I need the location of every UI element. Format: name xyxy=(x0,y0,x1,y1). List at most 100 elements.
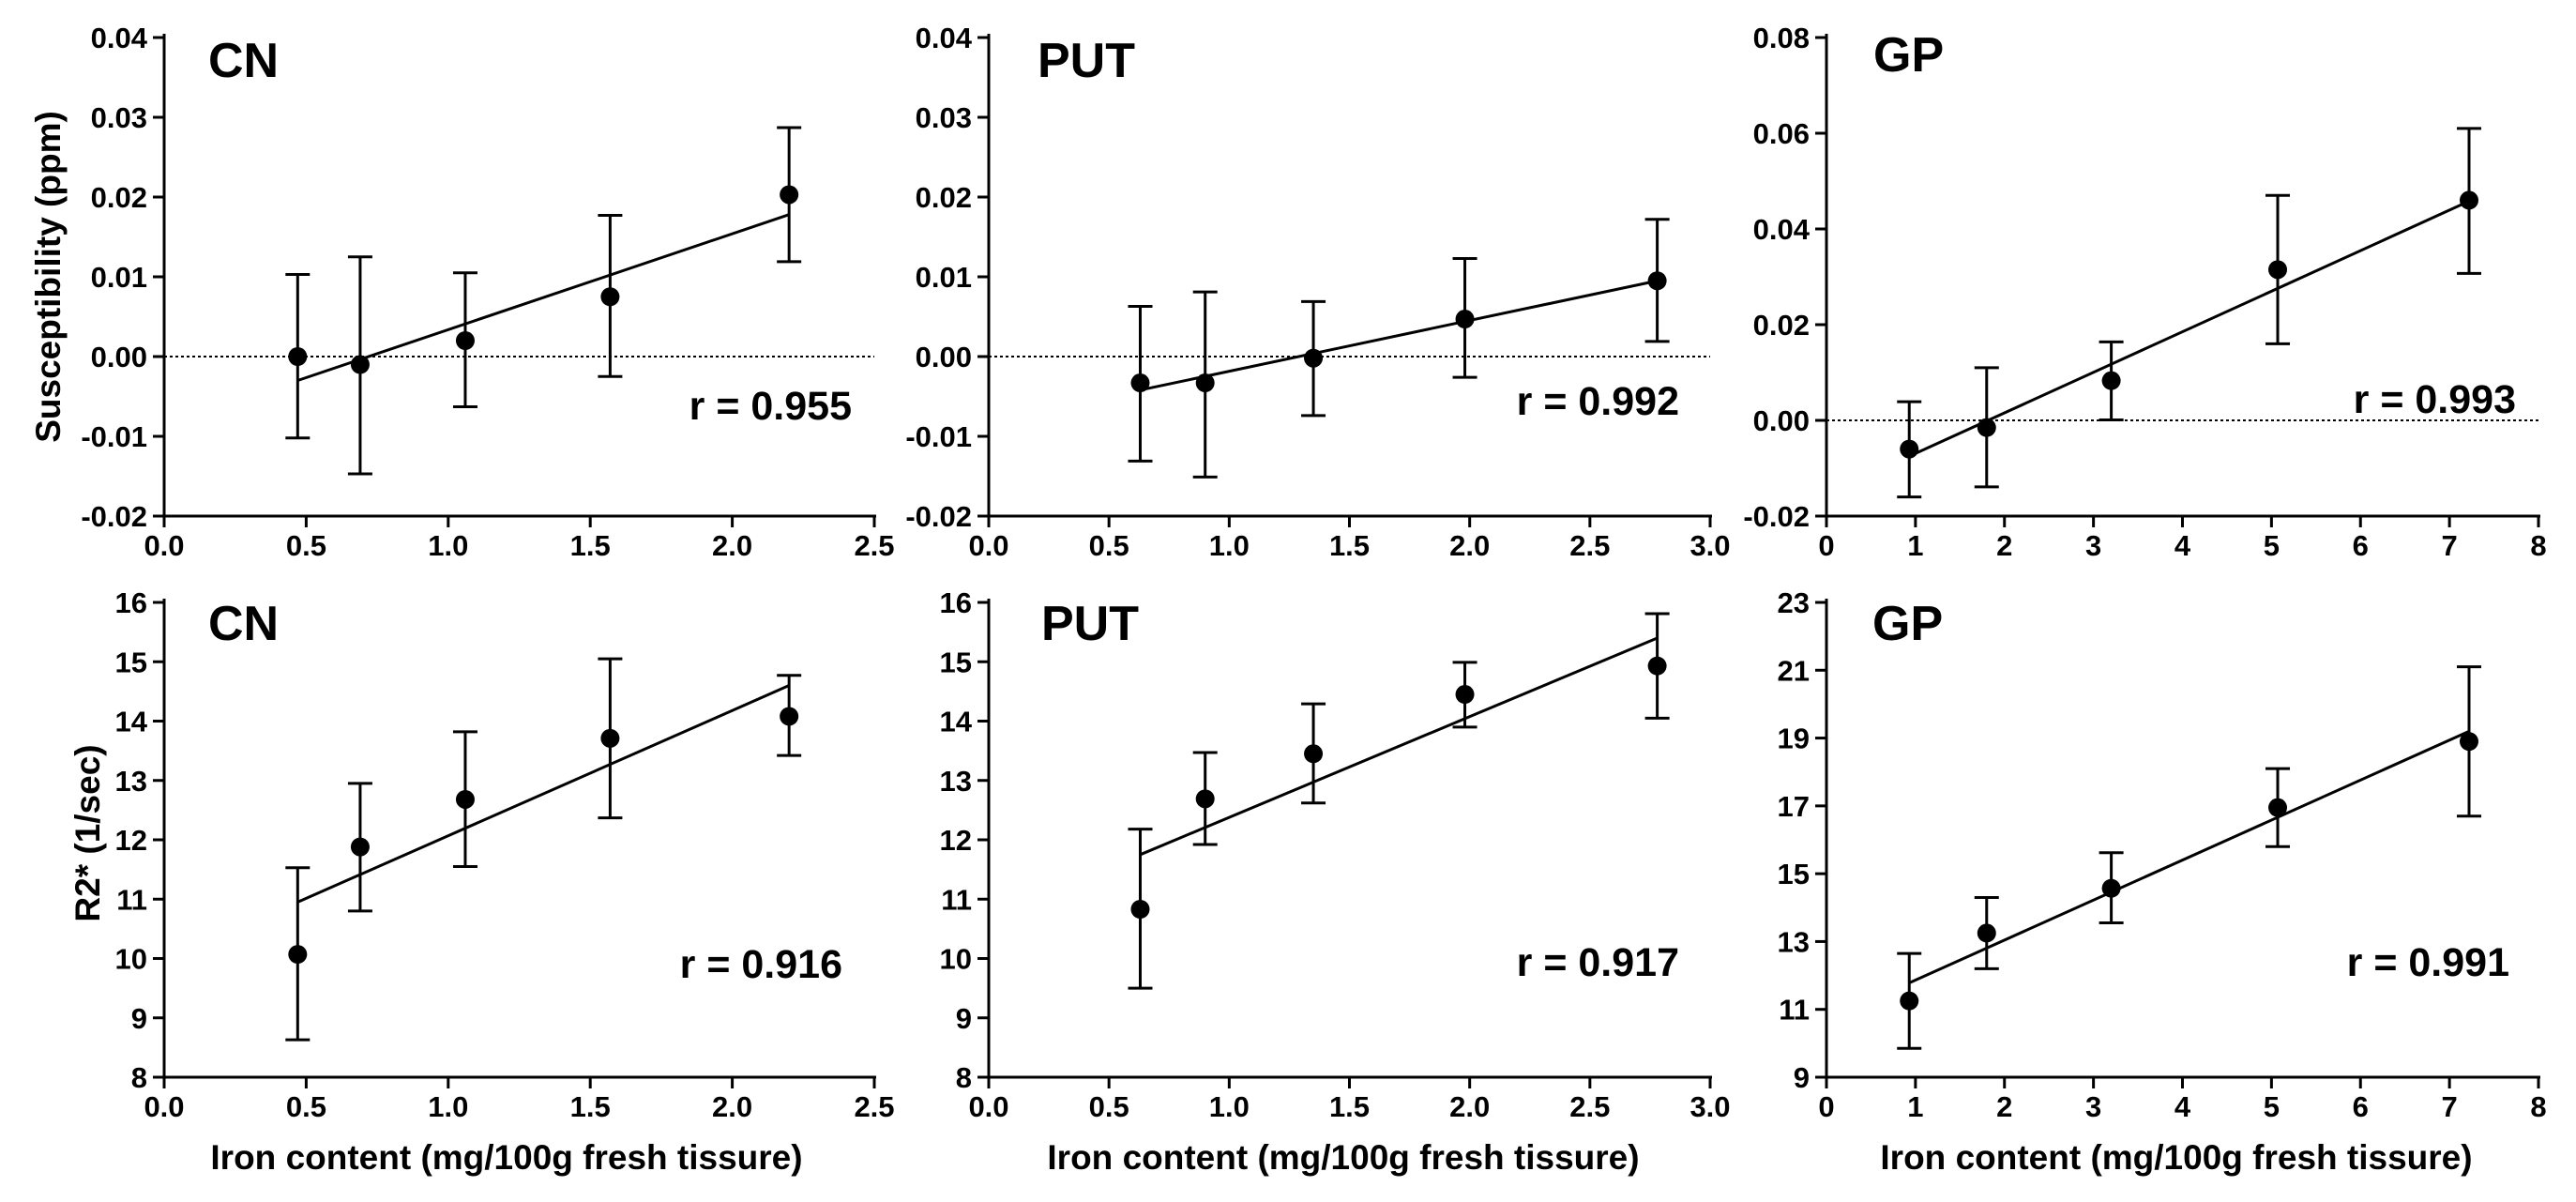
y-tick-label: 13 xyxy=(940,765,972,798)
x-tick-label: 1.5 xyxy=(1329,529,1370,562)
data-point xyxy=(1455,685,1475,705)
x-tick-label: 8 xyxy=(2530,529,2546,562)
y-tick-label: 0.01 xyxy=(916,261,972,294)
x-tick-label: 1 xyxy=(1907,1090,1923,1123)
y-tick-label: 0.00 xyxy=(1753,404,1810,437)
data-point xyxy=(1304,744,1324,764)
x-label-put: Iron content (mg/100g fresh tissure) xyxy=(1047,1138,1639,1177)
panel-title: GP xyxy=(1873,28,1944,83)
regression-line xyxy=(1139,636,1659,857)
x-tick-label: 0.5 xyxy=(1089,1090,1129,1123)
y-tick-label: 0.02 xyxy=(1753,309,1810,342)
x-label-gp: Iron content (mg/100g fresh tissure) xyxy=(1880,1138,2472,1177)
data-point xyxy=(2268,260,2288,280)
data-point xyxy=(780,185,799,205)
x-tick-label: 0.5 xyxy=(1089,529,1129,562)
y-tick-label: 16 xyxy=(940,586,972,619)
data-point xyxy=(2459,190,2478,210)
x-tick-label: 3.0 xyxy=(1690,1090,1730,1123)
correlation-label: r = 0.992 xyxy=(1517,379,1679,424)
y-tick-label: 0.00 xyxy=(916,341,972,373)
y-tick-label: 0.04 xyxy=(916,22,973,54)
y-tick-label: 12 xyxy=(115,824,147,857)
x-tick-label: 3 xyxy=(2085,1090,2101,1123)
regression-line xyxy=(296,684,790,904)
y-tick-label: 0.03 xyxy=(916,101,972,134)
x-tick-label: 2 xyxy=(1996,1090,2012,1123)
x-tick-label: 3.0 xyxy=(1690,529,1730,562)
y-tick-label: 15 xyxy=(940,646,972,678)
y-tick-label: 13 xyxy=(1778,925,1810,958)
y-tick-label: 19 xyxy=(1778,723,1810,755)
y-tick-label: -0.02 xyxy=(905,500,972,533)
regression-line xyxy=(296,213,790,382)
correlation-label: r = 0.955 xyxy=(689,384,852,429)
panel-gp-susceptibility: -0.02 0.00 0.02 0.04 0.06 0.08 0 1 2 3 4 5 6 7 8 GP r = … xyxy=(1743,22,2546,562)
y-tick-label: 0.04 xyxy=(1753,213,1811,246)
x-tick-label: 0 xyxy=(1818,529,1834,562)
x-tick-label: 1.0 xyxy=(428,1090,468,1123)
data-point xyxy=(1900,991,1919,1011)
y-tick-label: 23 xyxy=(1778,586,1810,619)
x-label-cn: Iron content (mg/100g fresh tissure) xyxy=(210,1138,802,1177)
correlation-label: r = 0.916 xyxy=(680,942,842,987)
x-tick-label: 1.5 xyxy=(1329,1090,1370,1123)
y-tick-label: 10 xyxy=(115,943,147,976)
data-point xyxy=(1130,900,1150,920)
x-tick-label: 1.5 xyxy=(570,529,611,562)
panel-title: GP xyxy=(1872,597,1943,651)
x-tick-label: 0.0 xyxy=(968,1090,1008,1123)
x-tick-label: 7 xyxy=(2442,529,2458,562)
data-point xyxy=(780,707,799,726)
data-point xyxy=(1195,789,1215,809)
x-tick-label: 3 xyxy=(2085,529,2101,562)
data-point xyxy=(1195,373,1215,393)
y-tick-label: 17 xyxy=(1778,790,1810,823)
y-tick-label: 13 xyxy=(115,765,147,798)
x-tick-label: 7 xyxy=(2442,1090,2458,1123)
data-point xyxy=(1130,373,1150,393)
y-tick-label: 9 xyxy=(131,1002,147,1035)
panel-cn-susceptibility: -0.02 -0.01 0.00 0.01 0.02 0.03 0.04 0.0 0.5 1.0 1… xyxy=(81,22,894,562)
y-tick-label: -0.02 xyxy=(1743,500,1810,533)
x-tick-label: 1 xyxy=(1907,529,1923,562)
y-tick-label: 0.06 xyxy=(1753,117,1810,150)
x-tick-label: 1.0 xyxy=(1209,1090,1250,1123)
regression-line xyxy=(1908,729,2470,984)
data-point xyxy=(288,347,308,366)
x-tick-label: 0.0 xyxy=(144,1090,184,1123)
y-tick-label: 11 xyxy=(1779,994,1810,1027)
panel-put-r2star: 8 9 10 11 12 13 14 15 16 0.0 0.5 1.0 1.5 2.0 2.5 3.0 PUT… xyxy=(940,586,1731,1123)
x-tick-label: 1.0 xyxy=(428,529,468,562)
x-tick-label: 8 xyxy=(2530,1090,2546,1123)
data-point xyxy=(1977,923,1996,943)
x-tick-label: 2.5 xyxy=(854,1090,894,1123)
y-tick-label: 21 xyxy=(1778,654,1810,687)
x-tick-label: 4 xyxy=(2174,529,2191,562)
panel-title: PUT xyxy=(1038,34,1135,88)
data-point xyxy=(1455,310,1475,329)
y-tick-label: 8 xyxy=(956,1061,972,1094)
y-tick-label: 0.08 xyxy=(1753,22,1810,54)
x-tick-label: 0.0 xyxy=(144,529,184,562)
data-point xyxy=(2459,732,2478,752)
y-tick-label: 15 xyxy=(115,646,147,678)
data-point xyxy=(288,945,308,965)
y-label-r2star: R2* (1/sec) xyxy=(68,744,107,921)
data-point xyxy=(2268,798,2288,817)
y-tick-label: 11 xyxy=(116,883,147,916)
x-tick-label: 0 xyxy=(1818,1090,1834,1123)
data-point xyxy=(2101,878,2121,898)
data-point xyxy=(1647,271,1667,291)
y-tick-label: 10 xyxy=(940,943,972,976)
y-label-susceptibility: Susceptibility (ppm) xyxy=(29,111,68,443)
data-point xyxy=(600,287,620,307)
x-tick-label: 2.5 xyxy=(854,529,894,562)
x-tick-label: 4 xyxy=(2174,1090,2191,1123)
data-point xyxy=(600,728,620,748)
y-tick-label: 0.03 xyxy=(91,101,147,134)
y-tick-label: 0.02 xyxy=(916,181,972,214)
x-tick-label: 6 xyxy=(2353,529,2369,562)
